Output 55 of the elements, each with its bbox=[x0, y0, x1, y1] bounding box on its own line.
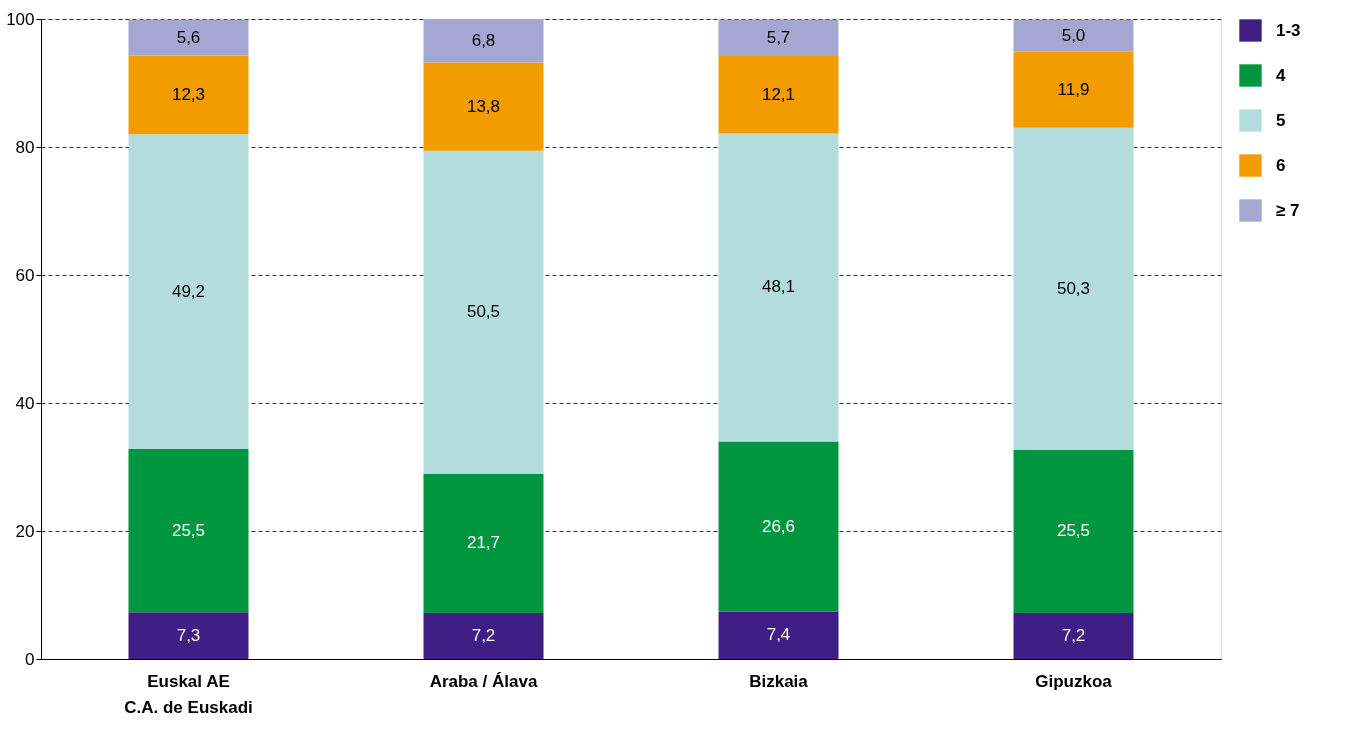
x-tick-label: Bizkaia bbox=[749, 671, 809, 691]
bar bbox=[718, 56, 839, 134]
data-label: 5,0 bbox=[1061, 25, 1086, 45]
y-tick-label: 100 bbox=[6, 9, 35, 29]
legend-label: ≥ 7 bbox=[1276, 200, 1300, 220]
data-label: 50,3 bbox=[1056, 278, 1091, 298]
bar bbox=[423, 474, 544, 613]
data-label: 7,2 bbox=[1061, 625, 1086, 645]
legend-label: 5 bbox=[1276, 110, 1286, 130]
bar bbox=[718, 611, 839, 659]
y-tick-label: 60 bbox=[15, 265, 35, 285]
data-label: 13,8 bbox=[466, 96, 501, 116]
data-label: 6,8 bbox=[471, 30, 496, 50]
data-label: 7,3 bbox=[176, 625, 201, 645]
bar bbox=[1013, 127, 1134, 450]
x-tick-label: Araba / Álava bbox=[429, 671, 538, 691]
bar bbox=[128, 55, 249, 135]
data-label: 12,3 bbox=[171, 84, 206, 104]
y-tick-label: 0 bbox=[25, 649, 35, 669]
legend-label: 1-3 bbox=[1276, 20, 1301, 40]
bar bbox=[718, 19, 839, 57]
bar bbox=[1013, 19, 1134, 52]
bar bbox=[423, 612, 544, 659]
bar bbox=[423, 150, 544, 475]
y-tick-label: 40 bbox=[15, 393, 35, 413]
bar bbox=[423, 19, 544, 63]
y-tick-label: 20 bbox=[15, 521, 35, 541]
bar bbox=[1013, 612, 1134, 659]
data-label: 7,4 bbox=[766, 625, 791, 645]
data-label: 5,6 bbox=[176, 27, 201, 47]
bar bbox=[128, 612, 249, 659]
bar bbox=[128, 449, 249, 613]
bar bbox=[718, 441, 839, 612]
bar bbox=[128, 134, 249, 450]
data-label: 26,6 bbox=[761, 516, 796, 536]
legend-label: 6 bbox=[1276, 155, 1286, 175]
data-label: 25,5 bbox=[171, 520, 206, 540]
x-tick-label: Gipuzkoa bbox=[1035, 671, 1113, 691]
data-label: 21,7 bbox=[466, 533, 501, 553]
data-label: 7,2 bbox=[471, 625, 496, 645]
bar bbox=[1013, 449, 1134, 613]
data-label: 25,5 bbox=[1056, 521, 1091, 541]
bar bbox=[1013, 51, 1134, 128]
data-label: 5,7 bbox=[766, 27, 791, 47]
bar bbox=[128, 19, 249, 56]
bar bbox=[423, 62, 544, 151]
x-tick-label: Euskal AE C.A. de Euskadi bbox=[124, 671, 253, 717]
data-label: 11,9 bbox=[1057, 79, 1090, 99]
data-label: 48,1 bbox=[761, 277, 796, 297]
legend-label: 4 bbox=[1276, 65, 1286, 85]
y-tick-label: 80 bbox=[15, 137, 35, 157]
data-label: 50,5 bbox=[466, 302, 501, 322]
data-label: 49,2 bbox=[171, 281, 206, 301]
data-label: 12,1 bbox=[761, 84, 796, 104]
bar bbox=[718, 133, 839, 442]
